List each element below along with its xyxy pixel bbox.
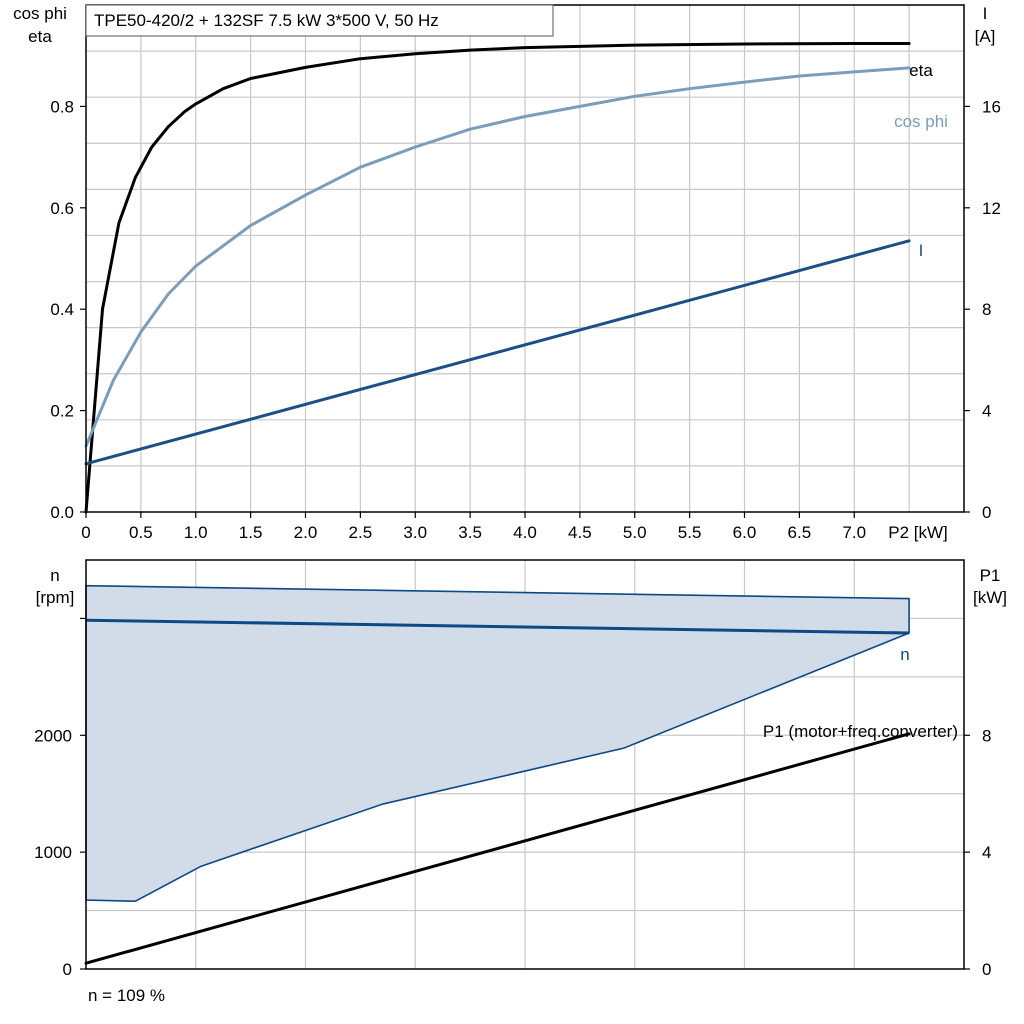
- x-tick-label: 1.5: [239, 523, 263, 542]
- eta-series-label: eta: [909, 61, 933, 80]
- speed-power-chart-panel: 0 1000 2000 0 4 8 n [rpm] P1 [kW] n P1 (motor…: [34, 559, 1007, 979]
- x-axis-label: P2 [kW]: [888, 523, 948, 542]
- right-tick-label: 0: [982, 503, 991, 522]
- bottom-right-axis-label-2: [kW]: [973, 588, 1007, 607]
- bottom-left-tick-label: 0: [63, 960, 72, 979]
- efficiency-chart-panel: 0 0.5 1.0 1.5 2.0 2.5 3.0 3.5 4.0 4.5 5.0 5.5 6.0 6.5…: [13, 4, 1001, 542]
- bottom-right-tick-label: 8: [982, 726, 991, 745]
- title-box: TPE50-420/2 + 132SF 7.5 kW 3*500 V, 50 H…: [85, 4, 554, 37]
- x-tick-label: 6.0: [733, 523, 757, 542]
- cos-phi-curve: [84, 66, 911, 448]
- p1-power-line: [84, 732, 911, 965]
- bottom-left-tick-label: 2000: [34, 726, 72, 745]
- x-tick-label: 4.0: [513, 523, 537, 542]
- bottom-right-tick-label: 4: [982, 843, 991, 862]
- top-right-axis-label-2: [A]: [975, 27, 996, 46]
- bottom-right-tick-label: 0: [982, 960, 991, 979]
- left-tick-label: 0.8: [50, 97, 74, 116]
- x-tick-label: 0: [81, 523, 90, 542]
- left-tick-label: 0.4: [50, 300, 74, 319]
- x-tick-label: 3.5: [458, 523, 482, 542]
- cos-phi-series-label: cos phi: [894, 112, 948, 131]
- left-tick-label: 0.2: [50, 402, 74, 421]
- left-tick-label: 0.6: [50, 199, 74, 218]
- bottom-left-tick-label: 1000: [34, 843, 72, 862]
- eta-curve: [84, 42, 911, 514]
- bottom-left-axis-label-2: [rpm]: [36, 588, 75, 607]
- x-tick-label: 6.5: [788, 523, 812, 542]
- x-tick-label: 4.5: [568, 523, 592, 542]
- right-tick-label: 4: [982, 402, 991, 421]
- left-tick-label: 0.0: [50, 503, 74, 522]
- top-left-axis-label-1: cos phi: [13, 4, 67, 23]
- bottom-series: [84, 584, 911, 965]
- x-tick-label: 1.0: [184, 523, 208, 542]
- x-tick-label: 0.5: [129, 523, 153, 542]
- right-tick-label: 16: [982, 97, 1001, 116]
- bottom-plot-frame: [85, 559, 965, 970]
- top-series: [84, 42, 911, 514]
- top-left-axis-label-2: eta: [28, 27, 52, 46]
- x-tick-label: 7.0: [842, 523, 866, 542]
- current-curve: [84, 239, 911, 466]
- p1-series-label: P1 (motor+freq.converter): [763, 722, 958, 741]
- x-tick-label: 5.0: [623, 523, 647, 542]
- nominal-speed-line: [85, 618, 910, 635]
- bottom-ticks: 0 1000 2000 0 4 8: [34, 617, 991, 979]
- speed-series-label: n: [900, 645, 909, 664]
- right-tick-label: 12: [982, 199, 1001, 218]
- footer-note: n = 109 %: [88, 986, 165, 1005]
- x-tick-label: 2.5: [349, 523, 373, 542]
- chart-title: TPE50-420/2 + 132SF 7.5 kW 3*500 V, 50 H…: [94, 11, 439, 30]
- speed-range-area: [85, 584, 910, 903]
- top-right-axis-label-1: I: [983, 4, 988, 23]
- top-ticks: 0 0.5 1.0 1.5 2.0 2.5 3.0 3.5 4.0 4.5 5.0 5.5 6.0 6.5…: [50, 97, 1001, 542]
- top-grid: [86, 5, 964, 512]
- x-tick-label: 2.0: [294, 523, 318, 542]
- bottom-right-axis-label-1: P1: [980, 566, 1001, 585]
- right-tick-label: 8: [982, 300, 991, 319]
- x-tick-label: 3.0: [403, 523, 427, 542]
- x-tick-label: 5.5: [678, 523, 702, 542]
- current-series-label: I: [919, 241, 924, 260]
- bottom-left-axis-label-1: n: [50, 566, 59, 585]
